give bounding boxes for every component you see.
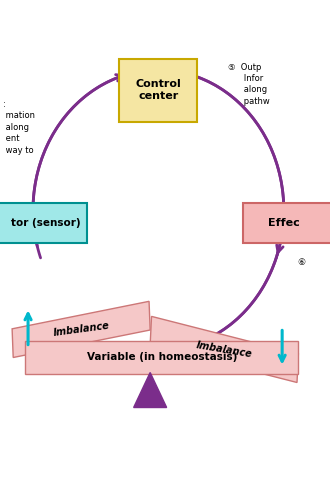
Text: :
 mation
 along
 ent
 way to: : mation along ent way to xyxy=(3,100,35,155)
FancyBboxPatch shape xyxy=(25,341,298,374)
FancyBboxPatch shape xyxy=(119,58,197,122)
Polygon shape xyxy=(134,372,167,408)
FancyBboxPatch shape xyxy=(243,202,330,242)
Text: Effec: Effec xyxy=(268,218,300,228)
Text: tor (sensor): tor (sensor) xyxy=(12,218,81,228)
Text: Imbalance: Imbalance xyxy=(52,320,110,338)
Text: Variable (in homeostasis): Variable (in homeostasis) xyxy=(86,352,237,362)
Text: ⑤  Outp
      Infor
      along
      pathw: ⑤ Outp Infor along pathw xyxy=(228,62,270,106)
Text: Imbalance: Imbalance xyxy=(195,340,253,359)
Text: Control
center: Control center xyxy=(136,79,181,101)
FancyBboxPatch shape xyxy=(0,202,87,242)
Polygon shape xyxy=(150,316,298,382)
Polygon shape xyxy=(12,302,150,358)
Text: ⑥: ⑥ xyxy=(297,258,305,267)
